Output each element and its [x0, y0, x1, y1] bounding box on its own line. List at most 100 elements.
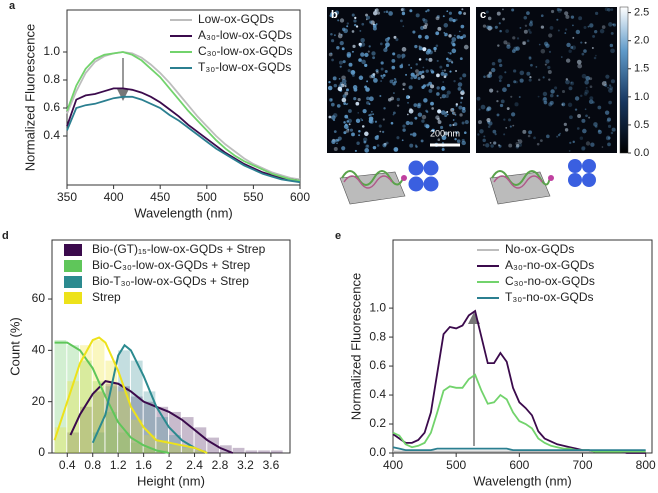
afm-feature	[423, 98, 428, 103]
histogram-bar	[118, 432, 130, 453]
x-tick-label: 700	[572, 458, 592, 472]
afm-feature	[594, 54, 597, 57]
afm-feature	[338, 32, 341, 35]
afm-feature	[594, 125, 598, 128]
afm-feature	[365, 13, 368, 17]
histogram-bar	[105, 386, 118, 453]
afm-feature	[559, 132, 561, 135]
afm-feature	[436, 15, 440, 19]
cartoon-bound	[339, 160, 439, 205]
afm-feature	[499, 29, 502, 33]
afm-feature	[540, 14, 544, 18]
afm-feature	[451, 61, 454, 64]
afm-feature	[528, 55, 532, 59]
afm-feature	[405, 73, 407, 76]
afm-feature	[565, 14, 570, 19]
legend-label: C₃₀-low-ox-GQDs	[198, 44, 293, 58]
afm-feature	[513, 80, 517, 84]
y-tick-label: 0.4	[369, 387, 386, 401]
afm-feature	[557, 133, 561, 137]
afm-feature	[505, 126, 508, 129]
afm-feature	[610, 79, 615, 84]
afm-feature	[463, 44, 469, 50]
afm-feature	[461, 138, 465, 142]
afm-feature	[345, 129, 350, 133]
afm-feature	[380, 61, 384, 65]
afm-feature	[581, 52, 585, 56]
afm-feature	[591, 47, 594, 49]
afm-feature	[605, 135, 611, 141]
afm-feature	[439, 65, 443, 69]
afm-feature	[376, 144, 380, 147]
afm-feature	[406, 113, 409, 116]
afm-feature	[522, 129, 527, 134]
histogram-bar	[156, 417, 169, 453]
afm-feature	[396, 104, 400, 107]
afm-feature	[512, 124, 515, 127]
afm-feature	[365, 144, 370, 149]
afm-feature	[440, 96, 442, 99]
afm-feature	[332, 76, 337, 81]
histogram-bar	[92, 381, 105, 453]
afm-feature	[372, 113, 375, 116]
afm-feature	[394, 148, 398, 151]
afm-feature	[360, 52, 365, 57]
y-tick-label: 0.4	[43, 128, 60, 142]
afm-feature	[355, 118, 361, 124]
cartoon-unbound	[489, 159, 596, 205]
afm-feature	[478, 108, 481, 111]
afm-feature	[353, 97, 357, 101]
histogram-bar	[245, 450, 258, 453]
afm-feature	[341, 75, 346, 80]
afm-feature	[557, 29, 560, 32]
afm-feature	[497, 58, 502, 63]
afm-feature	[408, 85, 413, 90]
afm-feature	[460, 24, 465, 29]
afm-feature	[363, 140, 367, 144]
afm-feature	[516, 37, 520, 40]
afm-feature	[483, 75, 486, 79]
afm-feature	[579, 136, 584, 140]
afm-feature	[442, 15, 445, 18]
histogram-bar	[258, 450, 270, 453]
histogram-bar	[118, 391, 130, 453]
afm-feature	[385, 42, 390, 48]
afm-feature	[434, 49, 437, 53]
afm-feature	[612, 23, 617, 27]
afm-feature	[608, 84, 612, 87]
afm-feature	[459, 113, 463, 117]
afm-feature	[343, 121, 346, 124]
afm-feature	[564, 28, 568, 31]
afm-feature	[342, 94, 347, 99]
afm-feature	[461, 97, 463, 99]
afm-feature	[463, 131, 467, 134]
afm-feature	[499, 103, 504, 108]
afm-feature	[479, 129, 484, 134]
afm-feature	[391, 79, 394, 82]
histogram-bar	[220, 445, 232, 453]
afm-feature	[604, 81, 607, 83]
afm-feature	[574, 108, 578, 111]
afm-feature	[529, 31, 532, 34]
afm-feature	[492, 129, 497, 134]
afm-feature	[581, 73, 587, 79]
y-tick-label: 40	[32, 343, 46, 357]
afm-feature	[609, 86, 614, 90]
histogram-bar	[130, 442, 143, 453]
afm-feature	[425, 124, 430, 129]
afm-feature	[450, 41, 455, 45]
afm-feature	[412, 132, 417, 137]
afm-feature	[410, 133, 413, 136]
afm-feature	[556, 7, 561, 12]
afm-feature	[390, 96, 394, 101]
afm-feature	[368, 116, 374, 122]
y-tick-label: 20	[32, 394, 46, 408]
afm-feature	[347, 69, 351, 73]
afm-feature	[529, 76, 532, 79]
histogram-bar	[169, 445, 181, 453]
afm-feature	[361, 125, 365, 128]
afm-feature	[435, 31, 440, 36]
afm-feature	[522, 41, 526, 45]
afm-feature	[493, 141, 497, 145]
